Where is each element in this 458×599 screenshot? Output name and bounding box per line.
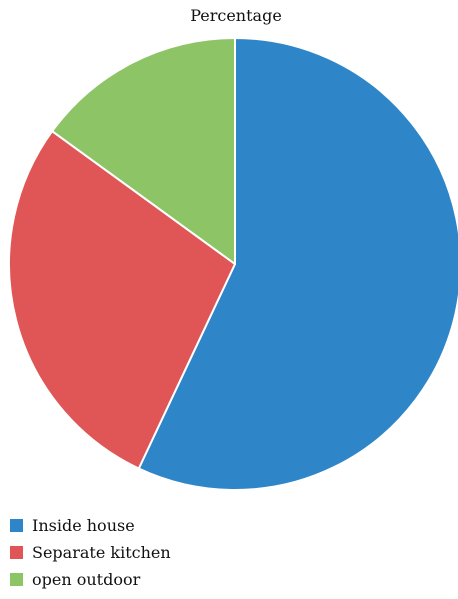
- pie-slices: [8, 37, 458, 491]
- legend: Inside house Separate kitchen open outdo…: [10, 512, 171, 593]
- pie-slice-separate-kitchen: [8, 130, 236, 470]
- chart-title: Percentage: [190, 6, 282, 25]
- legend-label-open-outdoor: open outdoor: [32, 570, 141, 589]
- legend-swatch-open-outdoor: [10, 573, 23, 586]
- legend-swatch-inside-house: [10, 519, 23, 532]
- pie-slice-open-outdoor: [51, 37, 236, 265]
- legend-item-open-outdoor: open outdoor: [10, 566, 171, 593]
- legend-label-separate-kitchen: Separate kitchen: [32, 543, 171, 562]
- legend-item-separate-kitchen: Separate kitchen: [10, 539, 171, 566]
- legend-swatch-separate-kitchen: [10, 546, 23, 559]
- legend-item-inside-house: Inside house: [10, 512, 171, 539]
- pie-slice-inside-house: [137, 37, 458, 491]
- legend-label-inside-house: Inside house: [32, 516, 135, 535]
